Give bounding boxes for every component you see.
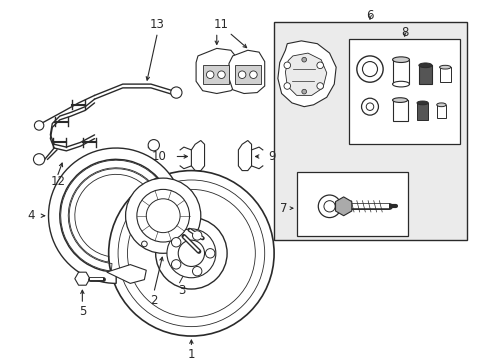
Polygon shape (75, 272, 90, 285)
Circle shape (171, 238, 181, 247)
Bar (436, 105, 445, 118)
Circle shape (301, 89, 306, 94)
Text: 3: 3 (178, 284, 185, 297)
Polygon shape (234, 65, 261, 84)
Bar (392, 100, 407, 121)
Circle shape (148, 140, 159, 151)
Circle shape (284, 62, 290, 69)
Polygon shape (106, 265, 146, 283)
Ellipse shape (418, 63, 431, 68)
Text: 5: 5 (79, 305, 86, 318)
Ellipse shape (439, 65, 450, 69)
Bar (296, 172, 407, 237)
Ellipse shape (436, 103, 445, 107)
Text: 9: 9 (268, 150, 275, 163)
Circle shape (192, 266, 202, 276)
Bar (274, 22, 466, 240)
Ellipse shape (392, 98, 407, 103)
Polygon shape (285, 53, 326, 95)
Circle shape (155, 217, 226, 289)
Polygon shape (335, 197, 351, 216)
Circle shape (170, 87, 182, 98)
Text: 6: 6 (366, 9, 373, 22)
Bar (418, 65, 431, 84)
Circle shape (108, 171, 274, 336)
Circle shape (316, 62, 323, 69)
Circle shape (238, 71, 245, 78)
Text: 11: 11 (214, 18, 228, 31)
Text: 1: 1 (187, 348, 195, 360)
Circle shape (284, 83, 290, 89)
Circle shape (178, 240, 204, 266)
Circle shape (125, 178, 201, 253)
Circle shape (205, 249, 214, 258)
Bar (439, 67, 450, 82)
Text: 13: 13 (150, 18, 164, 31)
Wedge shape (48, 148, 183, 283)
Circle shape (217, 71, 225, 78)
Text: 4: 4 (28, 209, 35, 222)
Circle shape (249, 71, 257, 78)
Circle shape (33, 154, 45, 165)
Text: 12: 12 (50, 175, 65, 188)
Circle shape (34, 121, 44, 130)
Circle shape (192, 231, 202, 240)
Circle shape (206, 71, 214, 78)
Bar (348, 39, 459, 144)
Polygon shape (202, 65, 228, 84)
Text: 10: 10 (152, 150, 166, 163)
Ellipse shape (392, 57, 408, 63)
Text: 2: 2 (150, 294, 157, 307)
Bar (416, 103, 427, 120)
Polygon shape (196, 48, 238, 94)
Circle shape (316, 83, 323, 89)
Ellipse shape (416, 101, 427, 105)
Bar (392, 60, 408, 84)
Circle shape (146, 199, 180, 233)
Polygon shape (228, 50, 264, 94)
Circle shape (166, 229, 215, 278)
Text: 8: 8 (400, 26, 407, 39)
Circle shape (171, 260, 181, 269)
Text: 7: 7 (279, 202, 286, 215)
Circle shape (137, 189, 189, 242)
Ellipse shape (392, 81, 408, 87)
Polygon shape (277, 41, 335, 107)
Circle shape (301, 57, 306, 62)
